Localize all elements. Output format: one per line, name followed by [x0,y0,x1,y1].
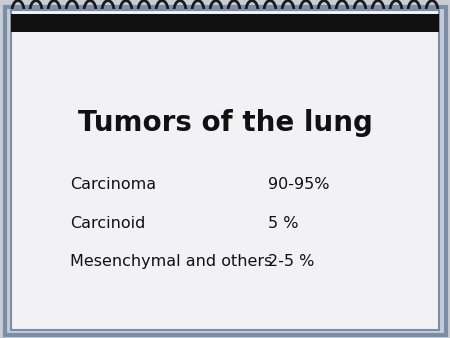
Text: 90-95%: 90-95% [268,177,329,192]
Text: Tumors of the lung: Tumors of the lung [77,110,373,137]
Text: Carcinoma: Carcinoma [70,177,156,192]
Text: 2-5 %: 2-5 % [268,255,314,269]
Text: Mesenchymal and others: Mesenchymal and others [70,255,272,269]
Text: 5 %: 5 % [268,216,298,231]
Text: Carcinoid: Carcinoid [70,216,145,231]
